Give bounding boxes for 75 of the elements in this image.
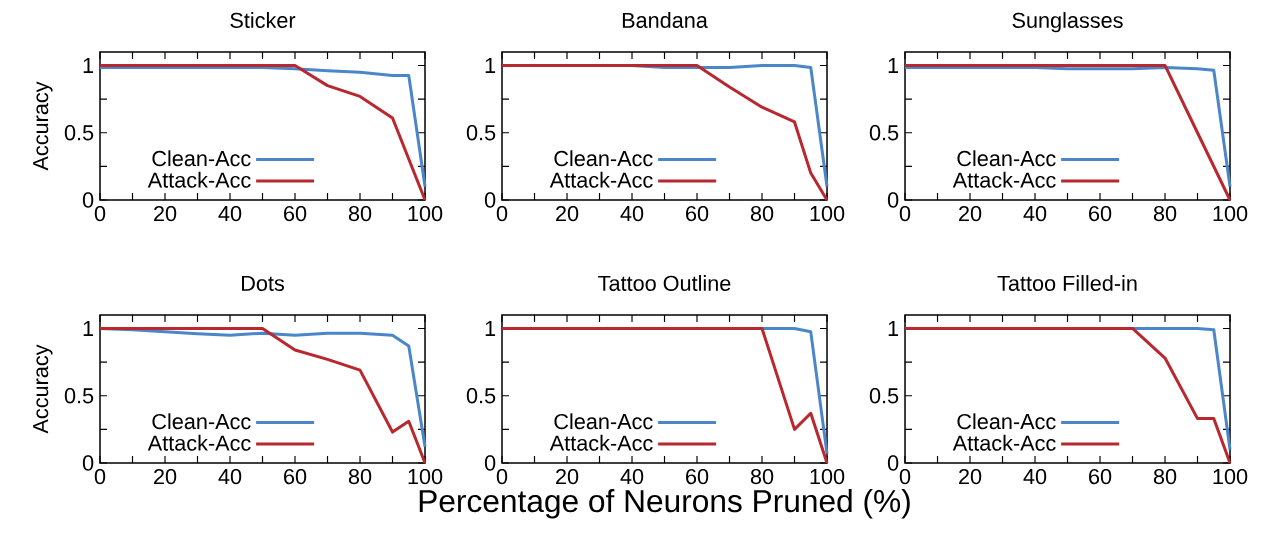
chart-title: Sticker xyxy=(230,12,296,28)
x-tick-label: 100 xyxy=(408,468,443,485)
x-tick-label: 0 xyxy=(899,205,911,222)
x-tick-label: 0 xyxy=(94,205,106,222)
x-tick-label: 40 xyxy=(620,205,644,222)
chart-title: Dots xyxy=(242,275,285,291)
legend-label: Clean-Acc xyxy=(957,413,1056,430)
y-tick-label: 0.5 xyxy=(64,125,94,141)
y-tick-label: 0.5 xyxy=(869,125,899,141)
x-tick-label: 40 xyxy=(1023,205,1047,222)
x-tick-label: 20 xyxy=(556,205,579,222)
x-tick-label: 40 xyxy=(1023,468,1047,485)
y-tick-label: 1 xyxy=(485,321,496,336)
x-tick-label: 60 xyxy=(284,205,307,222)
y-axis-title: Accuracy xyxy=(33,81,53,171)
x-tick-label: 40 xyxy=(218,205,242,222)
x-tick-label: 60 xyxy=(686,468,709,485)
chart-title: Tattoo Outline xyxy=(598,275,731,291)
x-tick-label: 0 xyxy=(899,468,911,485)
legend-label: Attack-Acc xyxy=(549,171,653,188)
x-tick-label: 60 xyxy=(686,205,709,222)
x-tick-label: 20 xyxy=(556,468,579,485)
x-tick-label: 80 xyxy=(348,205,372,222)
x-tick-label: 20 xyxy=(959,205,982,222)
y-tick-label: 1 xyxy=(888,58,899,73)
legend-label: Attack-Acc xyxy=(952,171,1056,188)
y-tick-label: 0.5 xyxy=(466,125,496,141)
y-tick-label: 0 xyxy=(82,455,94,471)
x-tick-label: 0 xyxy=(94,468,106,485)
y-tick-label: 0 xyxy=(887,192,899,208)
legend-label: Clean-Acc xyxy=(152,413,251,430)
chart-title: Bandana xyxy=(622,12,708,28)
y-tick-label: 0 xyxy=(484,455,496,471)
x-tick-label: 20 xyxy=(154,468,177,485)
legend-label: Attack-Acc xyxy=(147,171,251,188)
legend-label: Clean-Acc xyxy=(957,150,1056,167)
x-tick-label: 100 xyxy=(810,205,845,222)
x-tick-label: 20 xyxy=(959,468,982,485)
y-tick-label: 0 xyxy=(887,455,899,471)
y-tick-label: 1 xyxy=(888,321,899,336)
legend-label: Clean-Acc xyxy=(152,150,251,167)
x-tick-label: 40 xyxy=(620,468,644,485)
y-tick-label: 0.5 xyxy=(466,388,496,404)
x-tick-label: 20 xyxy=(154,205,177,222)
y-tick-label: 1 xyxy=(485,58,496,73)
x-tick-label: 60 xyxy=(1089,468,1112,485)
x-axis-title: Percentage of Neurons Pruned (%) xyxy=(419,489,910,519)
x-tick-label: 80 xyxy=(750,205,774,222)
legend-label: Clean-Acc xyxy=(554,413,653,430)
x-tick-label: 60 xyxy=(1089,205,1112,222)
x-tick-label: 0 xyxy=(496,468,508,485)
chart-title: Sunglasses xyxy=(1012,12,1123,33)
x-tick-label: 80 xyxy=(348,468,372,485)
chart-title: Tattoo Filled-in xyxy=(997,275,1137,291)
x-tick-label: 100 xyxy=(1213,468,1248,485)
legend-label: Clean-Acc xyxy=(554,150,653,167)
y-tick-label: 1 xyxy=(83,58,94,73)
legend-label: Attack-Acc xyxy=(549,434,653,451)
y-tick-label: 0.5 xyxy=(869,388,899,404)
x-tick-label: 100 xyxy=(810,468,845,485)
x-tick-label: 80 xyxy=(1153,205,1177,222)
legend-label: Attack-Acc xyxy=(147,434,251,451)
y-tick-label: 0 xyxy=(82,192,94,208)
x-tick-label: 80 xyxy=(1153,468,1177,485)
x-tick-label: 60 xyxy=(284,468,307,485)
x-tick-label: 40 xyxy=(218,468,242,485)
x-tick-label: 100 xyxy=(1213,205,1248,222)
y-axis-title: Accuracy xyxy=(33,344,53,434)
y-tick-label: 0 xyxy=(484,192,496,208)
x-tick-label: 0 xyxy=(496,205,508,222)
y-tick-label: 1 xyxy=(83,321,94,336)
y-tick-label: 0.5 xyxy=(64,388,94,404)
legend-label: Attack-Acc xyxy=(952,434,1056,451)
x-tick-label: 80 xyxy=(750,468,774,485)
x-tick-label: 100 xyxy=(408,205,443,222)
